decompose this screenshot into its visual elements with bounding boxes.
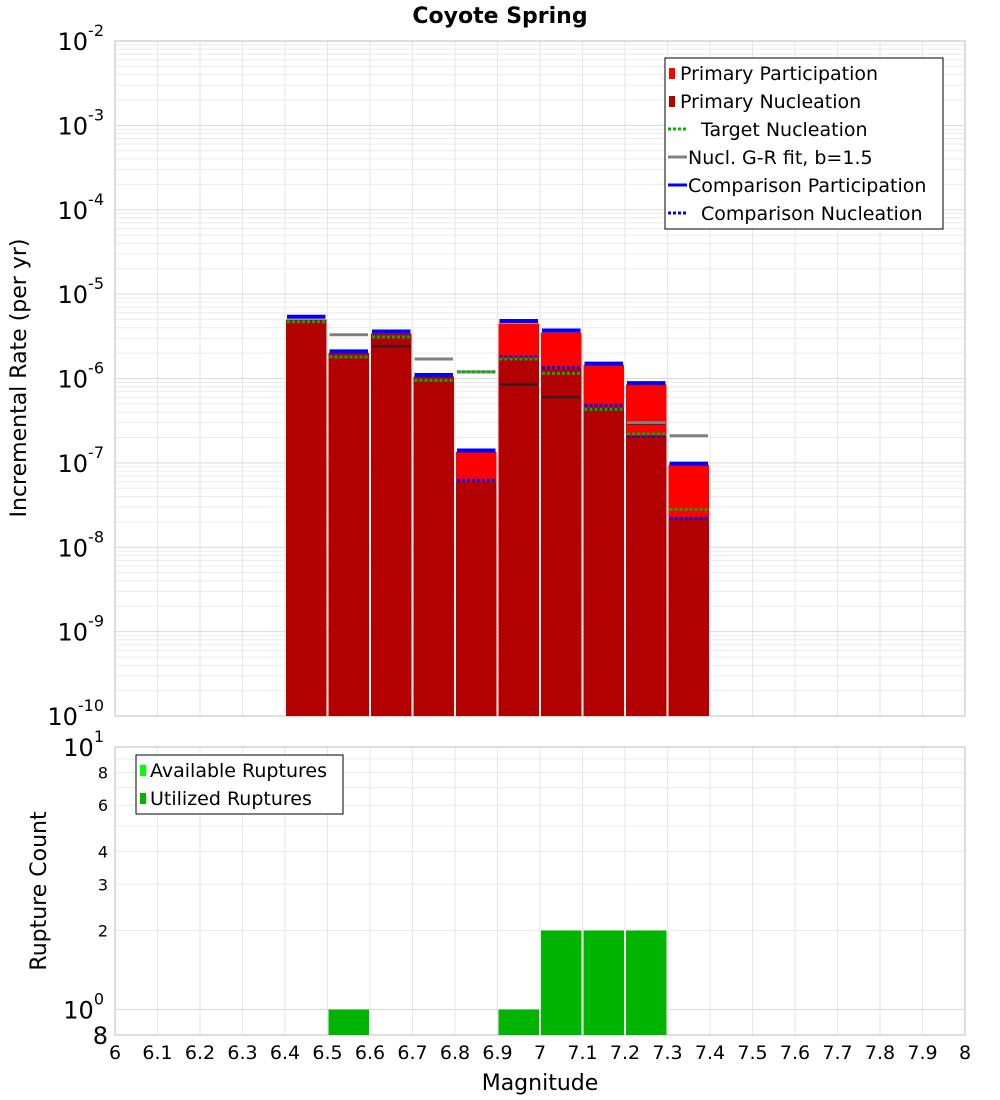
primary-nucleation-bar [371,333,412,716]
legend-label: Available Ruptures [150,760,327,782]
count-y-axis-label: Rupture Count [27,811,52,971]
primary-nucleation-bar [498,357,539,716]
y-tick-label: 10-6 [58,359,105,394]
x-axis-label: Magnitude [482,1071,599,1096]
count-y-tick-label: 2 [98,922,108,941]
x-tick-label: 7.9 [907,1042,937,1064]
legend-label: Nucl. G-R fit, b=1.5 [688,147,873,169]
x-tick-label: 6.4 [270,1042,300,1064]
y-tick-label: 10-5 [58,274,105,309]
x-tick-label: 6.8 [440,1042,470,1064]
plot-frame [114,40,966,717]
count-y-tick-label: 8 [98,763,108,782]
count-y-tick-label: 100 [63,990,104,1025]
legend-bar-symbol [669,96,675,107]
legend-box [135,754,344,815]
primary-nucleation-bar [668,518,709,716]
x-tick-label: 7.5 [737,1042,767,1064]
legend-label: Comparison Participation [688,175,926,197]
count-y-tick-label: 3 [98,875,108,894]
x-tick-label: 8 [959,1042,971,1064]
y-tick-label: 10-8 [58,527,105,562]
x-tick-label: 6.1 [142,1042,172,1064]
legend-bar-symbol [669,68,675,79]
primary-nucleation-bar [583,407,624,716]
count-y-tick-label: 6 [98,796,108,815]
x-tick-label: 6.9 [482,1042,512,1064]
primary-nucleation-bar [541,368,582,716]
x-tick-label: 7.7 [822,1042,852,1064]
x-tick-label: 6.3 [227,1042,257,1064]
primary-nucleation-bar [413,376,454,716]
rate-y-axis-label: Incremental Rate (per yr) [7,239,32,518]
utilized-ruptures-bar [541,930,582,1035]
legend-label: Comparison Nucleation [701,203,923,225]
primary-nucleation-bar [286,319,327,716]
y-tick-label: 10-10 [47,696,104,731]
x-tick-label: 7.2 [610,1042,640,1064]
utilized-ruptures-bar [626,930,667,1035]
legend-bar-symbol [140,765,146,776]
x-tick-label: 7.3 [652,1042,682,1064]
legend-bar-symbol [140,793,146,804]
x-tick-label: 7.8 [865,1042,895,1064]
utilized-ruptures-bar [583,930,624,1035]
legend-label: Primary Participation [680,63,878,85]
primary-nucleation-bar [456,481,497,716]
x-tick-label: 6.6 [355,1042,385,1064]
x-tick-label: 7 [534,1042,546,1064]
utilized-ruptures-bar [498,1009,539,1035]
legend-label: Target Nucleation [700,119,868,141]
plot-frame [114,746,966,1036]
y-tick-label: 10-2 [58,21,105,56]
x-tick-label: 6.2 [185,1042,215,1064]
legend-box [664,57,944,230]
x-tick-label: 6 [109,1042,121,1064]
primary-nucleation-bar [328,353,369,716]
y-tick-label: 10-3 [58,105,105,140]
chart-title: Coyote Spring [412,4,587,29]
primary-nucleation-bar [626,435,667,716]
rate-plot: 10-10 10-9 10-8 10-7 10-6 10-5 10-4 10-3 10-2 Pri… [47,21,966,731]
y-tick-label: 10-7 [58,443,105,478]
x-tick-label: 6.5 [312,1042,342,1064]
utilized-ruptures-bar [328,1009,369,1035]
x-tick-label: 7.4 [695,1042,725,1064]
y-tick-label: 10-9 [58,612,105,647]
x-tick-label: 7.6 [780,1042,810,1064]
legend-label: Utilized Ruptures [150,788,312,810]
legend-label: Primary Nucleation [680,91,861,113]
x-tick-label: 7.1 [567,1042,597,1064]
count-legend: Available Ruptures Utilized Ruptures [135,754,344,815]
count-y-tick-label: 8 [93,1022,108,1050]
y-tick-label: 10-4 [58,190,105,225]
x-tick-label: 6.7 [397,1042,427,1064]
count-y-tick-label: 4 [98,842,108,861]
count-y-tick-label: 101 [63,727,104,762]
rate-legend: Primary Participation Primary Nucleation T… [664,57,944,230]
